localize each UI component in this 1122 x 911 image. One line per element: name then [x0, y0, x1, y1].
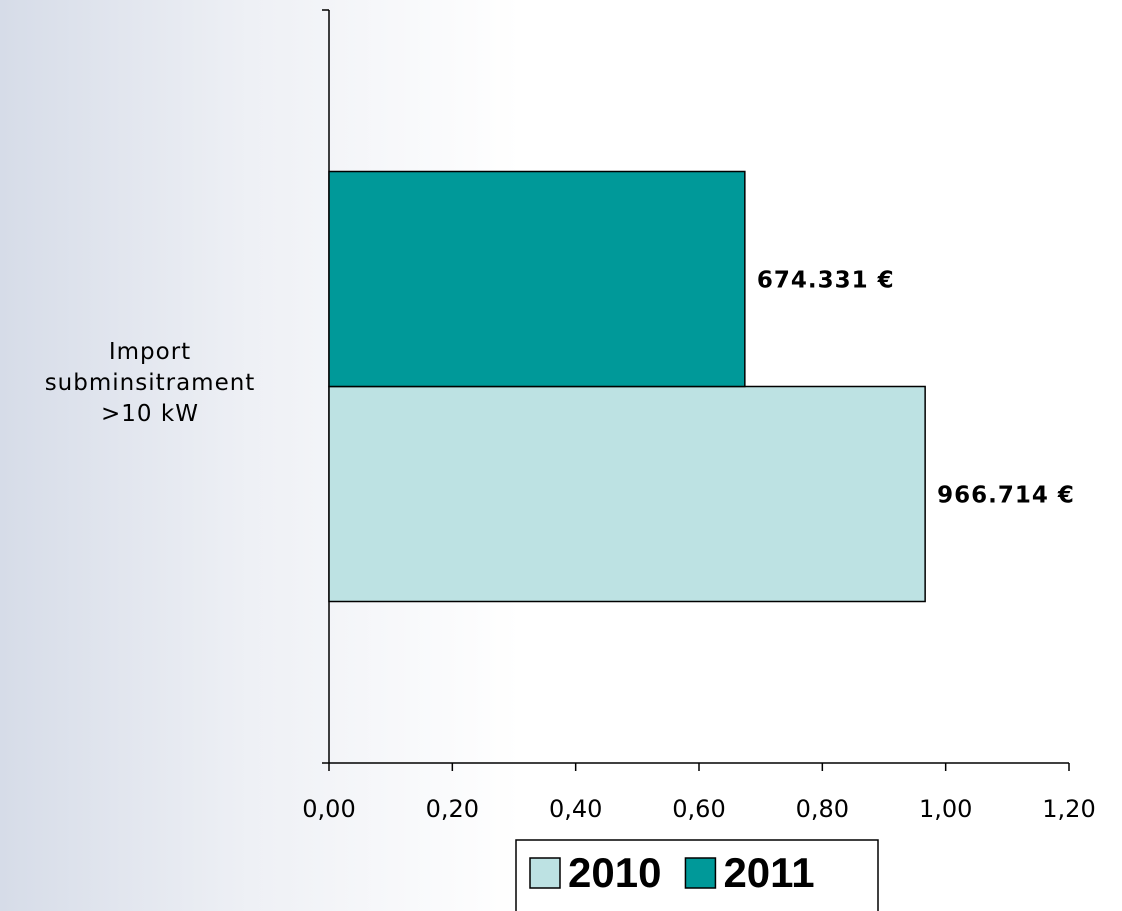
value-label: 674.331 € [757, 268, 895, 294]
x-tick-label: 0,80 [796, 795, 849, 823]
legend-swatch [684, 857, 717, 889]
legend-label: 2011 [723, 849, 814, 896]
bar [328, 385, 926, 603]
x-tick-label: 1,00 [919, 795, 972, 823]
x-tick-label: 1,20 [1042, 795, 1095, 823]
x-tick-label: 0,40 [549, 795, 602, 823]
bar [328, 170, 746, 388]
legend-label: 2010 [568, 849, 661, 896]
legend-swatch [529, 857, 561, 889]
x-tick-label: 0,60 [672, 795, 725, 823]
x-tick-label: 0,00 [302, 795, 355, 823]
value-label: 966.714 € [937, 483, 1075, 509]
y-category-label: Import subminsitrament >10 kW [44, 339, 256, 427]
x-tick-label: 0,20 [426, 795, 479, 823]
